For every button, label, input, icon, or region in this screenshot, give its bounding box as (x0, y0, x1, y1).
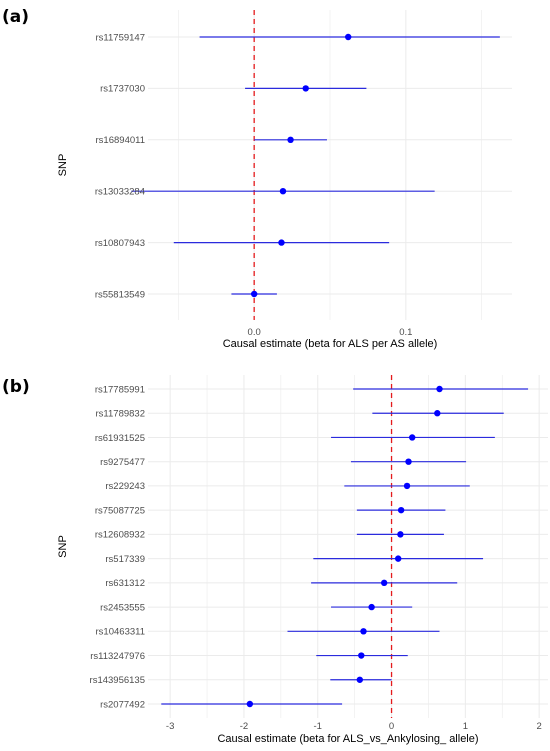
estimate-point-rs143956135 (356, 676, 364, 683)
y-tick-label: rs12608932 (95, 530, 145, 541)
y-tick-label: rs9275477 (100, 457, 145, 468)
x-axis-title: Causal estimate (beta for ALS_vs_Ankylos… (217, 733, 478, 745)
y-axis-title: SNP (57, 535, 69, 558)
y-tick-label: rs2453555 (100, 602, 145, 613)
x-tick-label: 0.1 (399, 327, 412, 338)
y-axis-title: SNP (57, 154, 69, 177)
estimate-point-rs517339 (394, 555, 402, 562)
y-tick-label: rs13033284 (95, 187, 145, 198)
estimate-point-rs55813549 (250, 290, 258, 298)
estimate-point-rs11789832 (434, 410, 441, 417)
y-tick-label: rs16894011 (96, 135, 145, 146)
y-tick-label: rs10807943 (95, 238, 145, 249)
x-tick-label: 1 (463, 721, 468, 732)
x-axis-title: Causal estimate (beta for ALS per AS all… (223, 338, 438, 350)
y-tick-label: rs229243 (105, 481, 145, 492)
y-tick-label: rs75087725 (95, 505, 145, 516)
estimate-point-rs12608932 (397, 531, 404, 538)
y-tick-label: rs11759147 (96, 32, 145, 43)
estimate-point-rs2077492 (246, 700, 254, 708)
y-tick-label: rs1737030 (100, 84, 145, 95)
estimate-point-rs10463311 (360, 628, 367, 635)
panel-label: (a) (2, 7, 29, 27)
x-tick-label: 0 (389, 721, 394, 732)
estimate-point-rs75087725 (397, 506, 405, 514)
estimate-point-rs9275477 (405, 458, 412, 465)
panel-a: (a) rs11759147 rs1737030 rs16894011 rs130332… (2, 7, 512, 350)
estimate-point-rs1737030 (302, 85, 309, 92)
y-tick-label: rs61931525 (95, 433, 145, 444)
y-tick-label: rs17785991 (95, 384, 145, 395)
x-tick-label: 0.0 (248, 327, 261, 338)
estimate-point-rs229243 (403, 482, 411, 490)
y-tick-label: rs631312 (105, 578, 145, 589)
y-tick-label: rs10463311 (96, 627, 145, 638)
y-tick-label: rs113247976 (90, 651, 145, 662)
estimate-point-rs13033284 (279, 188, 287, 195)
y-tick-label: rs143956135 (90, 675, 145, 686)
panel-label: (b) (2, 377, 30, 397)
estimate-point-rs631312 (380, 579, 388, 587)
estimate-point-rs2453555 (368, 603, 375, 611)
x-tick-label: 2 (536, 721, 541, 732)
estimate-point-rs11759147 (345, 33, 352, 41)
y-tick-label: rs2077492 (100, 699, 145, 710)
estimate-point-rs61931525 (409, 434, 416, 441)
estimate-point-rs113247976 (358, 652, 365, 659)
estimate-point-rs10807943 (278, 239, 285, 246)
y-tick-label: rs517339 (105, 554, 145, 565)
panel-b: (b) rs17785991 rs11789832 rs61931525 rs92754… (2, 375, 548, 745)
x-tick-label: -2 (240, 721, 248, 732)
y-tick-label: rs11789832 (96, 409, 145, 420)
y-tick-label: rs55813549 (95, 289, 145, 300)
x-tick-label: -1 (314, 721, 322, 732)
estimate-point-rs17785991 (436, 385, 443, 393)
estimate-point-rs16894011 (287, 136, 294, 143)
x-tick-label: -3 (166, 721, 174, 732)
